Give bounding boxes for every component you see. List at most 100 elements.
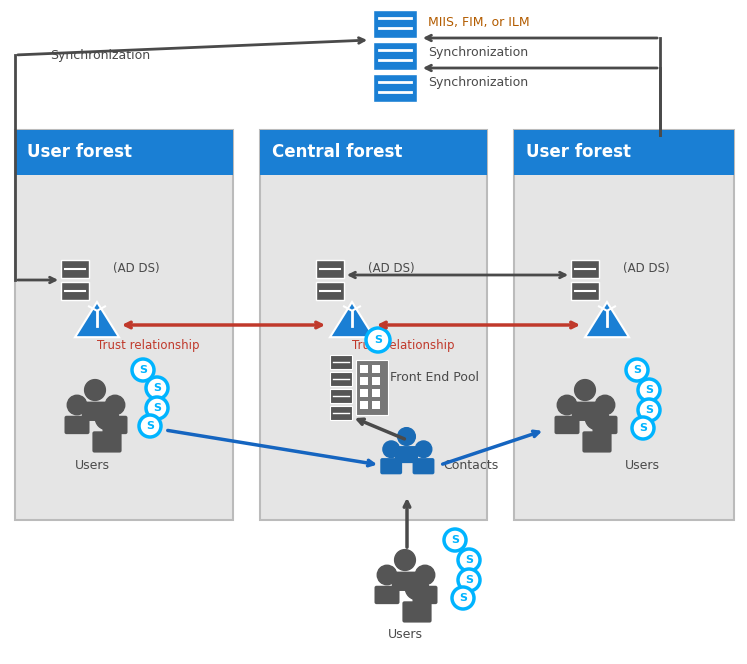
FancyBboxPatch shape <box>260 130 487 520</box>
Circle shape <box>383 441 400 457</box>
FancyBboxPatch shape <box>93 432 122 453</box>
Circle shape <box>84 380 105 400</box>
FancyBboxPatch shape <box>330 355 352 369</box>
Circle shape <box>377 565 397 585</box>
Circle shape <box>458 549 480 571</box>
Text: MIIS, FIM, or ILM: MIIS, FIM, or ILM <box>428 15 530 29</box>
Text: S: S <box>639 423 647 433</box>
FancyBboxPatch shape <box>571 402 598 421</box>
FancyBboxPatch shape <box>316 282 344 300</box>
Circle shape <box>458 569 480 591</box>
FancyBboxPatch shape <box>360 401 368 409</box>
FancyBboxPatch shape <box>360 365 368 373</box>
FancyBboxPatch shape <box>360 377 368 385</box>
FancyBboxPatch shape <box>412 458 435 474</box>
FancyBboxPatch shape <box>330 372 352 386</box>
FancyBboxPatch shape <box>102 416 128 434</box>
FancyBboxPatch shape <box>82 402 108 421</box>
Text: Users: Users <box>388 629 423 641</box>
FancyBboxPatch shape <box>583 432 612 453</box>
Text: S: S <box>633 365 641 375</box>
Text: (AD DS): (AD DS) <box>623 262 669 274</box>
FancyBboxPatch shape <box>330 406 352 420</box>
Text: Synchronization: Synchronization <box>50 48 150 62</box>
Circle shape <box>452 587 474 609</box>
FancyBboxPatch shape <box>372 377 380 385</box>
FancyBboxPatch shape <box>15 130 233 175</box>
Circle shape <box>397 428 415 446</box>
FancyBboxPatch shape <box>391 572 418 591</box>
Circle shape <box>638 379 660 401</box>
Circle shape <box>139 415 161 437</box>
Text: Central forest: Central forest <box>272 143 403 161</box>
Circle shape <box>632 417 654 439</box>
FancyBboxPatch shape <box>571 282 599 300</box>
Text: S: S <box>459 593 467 603</box>
Circle shape <box>146 397 168 419</box>
FancyBboxPatch shape <box>360 389 368 397</box>
FancyBboxPatch shape <box>592 416 618 434</box>
Text: User forest: User forest <box>526 143 631 161</box>
Circle shape <box>626 359 648 381</box>
Circle shape <box>366 328 390 352</box>
Circle shape <box>638 399 660 421</box>
Circle shape <box>574 380 595 400</box>
FancyBboxPatch shape <box>554 416 580 434</box>
FancyBboxPatch shape <box>514 130 734 520</box>
Text: Users: Users <box>625 459 660 471</box>
FancyBboxPatch shape <box>374 586 400 604</box>
FancyBboxPatch shape <box>373 10 417 38</box>
Text: Trust relationship: Trust relationship <box>352 339 454 351</box>
Circle shape <box>67 395 87 415</box>
FancyBboxPatch shape <box>395 446 418 463</box>
Text: S: S <box>139 365 147 375</box>
Text: S: S <box>451 535 459 545</box>
FancyBboxPatch shape <box>15 130 233 520</box>
Circle shape <box>406 576 429 600</box>
FancyBboxPatch shape <box>412 586 438 604</box>
FancyBboxPatch shape <box>380 458 402 474</box>
FancyBboxPatch shape <box>372 389 380 397</box>
Text: (AD DS): (AD DS) <box>113 262 160 274</box>
Text: S: S <box>465 575 473 585</box>
Circle shape <box>444 529 466 551</box>
Text: S: S <box>153 403 161 413</box>
Circle shape <box>415 441 432 457</box>
Circle shape <box>146 377 168 399</box>
FancyBboxPatch shape <box>372 365 380 373</box>
FancyBboxPatch shape <box>316 260 344 278</box>
Text: Synchronization: Synchronization <box>428 46 528 58</box>
Text: Contacts: Contacts <box>443 459 498 471</box>
Circle shape <box>595 395 615 415</box>
Text: Synchronization: Synchronization <box>428 76 528 88</box>
Text: S: S <box>146 421 154 431</box>
Text: Users: Users <box>75 459 110 471</box>
FancyBboxPatch shape <box>61 282 89 300</box>
FancyBboxPatch shape <box>61 260 89 278</box>
Text: (AD DS): (AD DS) <box>368 262 415 274</box>
Circle shape <box>557 395 577 415</box>
Text: S: S <box>153 383 161 393</box>
FancyBboxPatch shape <box>373 74 417 102</box>
Polygon shape <box>75 302 119 337</box>
Circle shape <box>394 550 415 570</box>
Circle shape <box>105 395 125 415</box>
Text: S: S <box>465 555 473 565</box>
Polygon shape <box>330 302 374 337</box>
Text: S: S <box>645 405 653 415</box>
Text: Front End Pool: Front End Pool <box>390 371 479 384</box>
FancyBboxPatch shape <box>571 260 599 278</box>
FancyBboxPatch shape <box>372 401 380 409</box>
Circle shape <box>96 406 119 430</box>
Circle shape <box>415 565 435 585</box>
FancyBboxPatch shape <box>64 416 90 434</box>
Text: Trust relationship: Trust relationship <box>97 339 199 351</box>
FancyBboxPatch shape <box>260 130 487 175</box>
FancyBboxPatch shape <box>403 602 432 623</box>
Text: S: S <box>645 385 653 395</box>
Circle shape <box>586 406 609 430</box>
FancyBboxPatch shape <box>330 389 352 403</box>
Circle shape <box>132 359 154 381</box>
Text: S: S <box>374 335 382 345</box>
FancyBboxPatch shape <box>373 42 417 70</box>
